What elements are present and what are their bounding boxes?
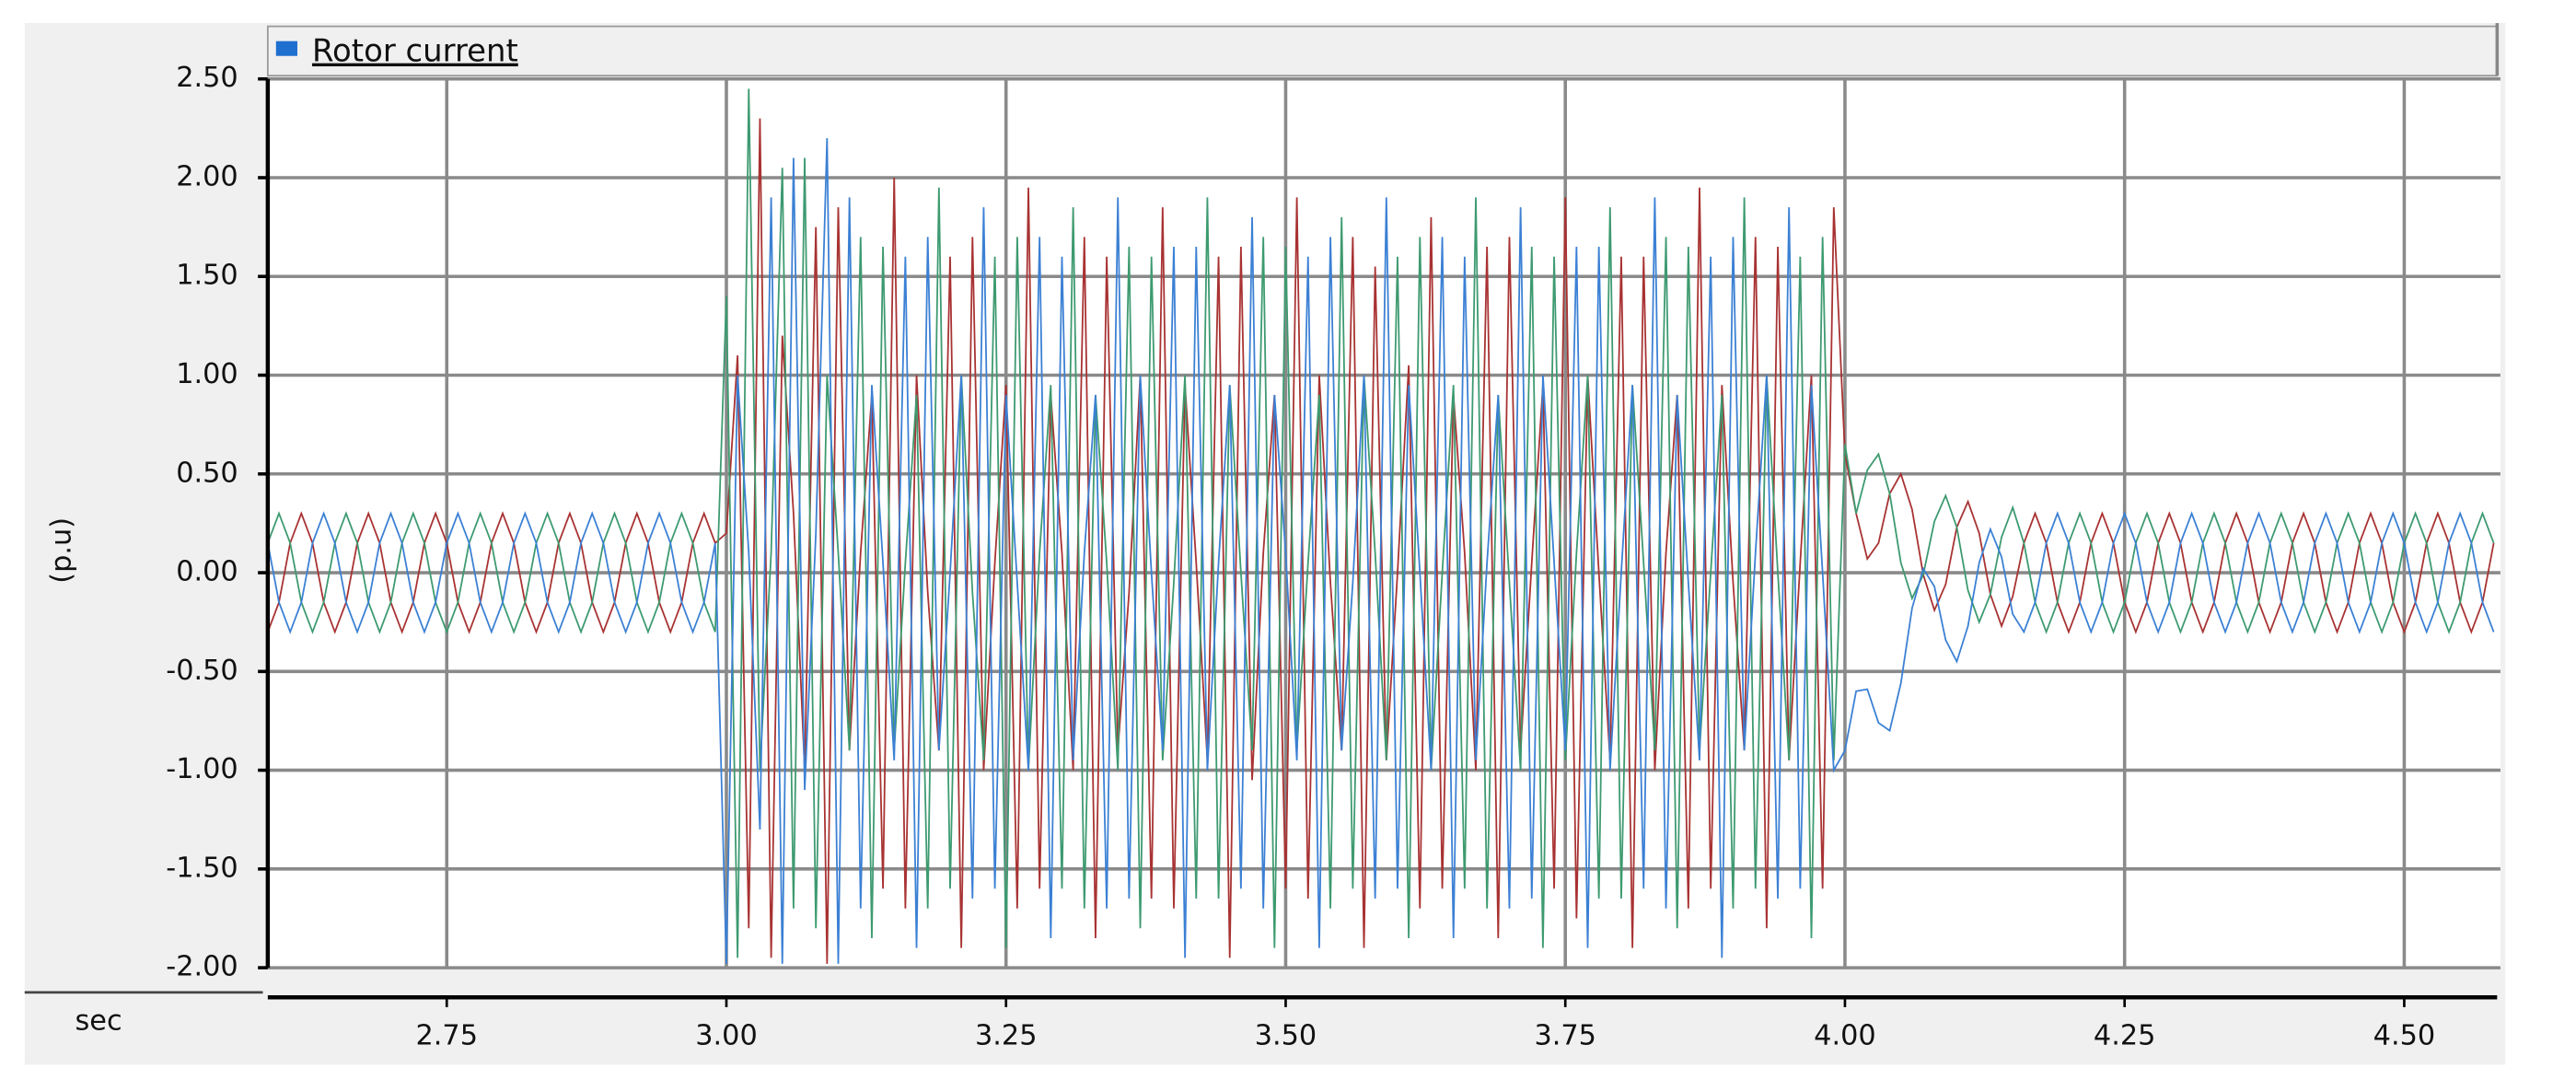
x-tick-label: 3.00 <box>695 1020 758 1052</box>
x-tick-label: 4.50 <box>2373 1020 2436 1052</box>
y-tick-label: -1.00 <box>166 753 238 785</box>
legend-swatch <box>275 41 297 56</box>
legend-bar <box>266 25 2499 77</box>
series-group <box>267 88 2495 964</box>
series-line <box>267 138 2495 964</box>
y-tick-label: 2.50 <box>176 62 238 94</box>
series-line <box>267 88 2495 958</box>
x-axis-title: sec <box>75 1004 122 1037</box>
x-tick-label: 4.25 <box>2094 1020 2156 1052</box>
x-tick-label: 3.25 <box>975 1020 1038 1052</box>
x-tick-label: 4.00 <box>1814 1020 1876 1052</box>
legend-label[interactable]: Rotor current <box>312 33 518 69</box>
y-axis-title: (p.u) <box>45 517 77 584</box>
y-tick-label: 0.50 <box>176 457 238 489</box>
y-tick-label: 2.00 <box>176 160 238 192</box>
x-tick-label: 3.75 <box>1534 1020 1596 1052</box>
y-tick-label: -2.00 <box>166 951 238 983</box>
y-tick-label: 0.00 <box>176 556 238 588</box>
x-tick-label: 3.50 <box>1255 1020 1317 1052</box>
x-tick-label: 2.75 <box>415 1020 478 1052</box>
y-tick-label: 1.00 <box>176 358 238 390</box>
legend: Rotor current <box>275 33 518 69</box>
y-tick-label: 1.50 <box>176 260 238 292</box>
y-tick-label: -0.50 <box>166 655 238 687</box>
y-tick-label: -1.50 <box>166 852 238 884</box>
